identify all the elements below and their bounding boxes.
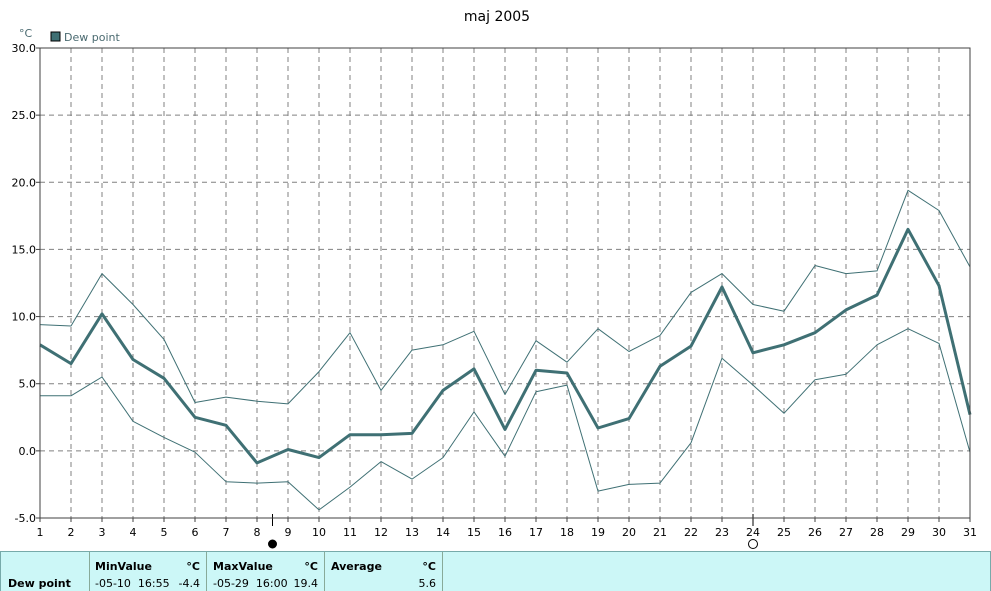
series-line-average xyxy=(39,227,972,465)
y-tick-label: 10.0 xyxy=(12,311,37,324)
x-tick-label: 18 xyxy=(560,526,574,539)
x-tick-label: 2 xyxy=(68,526,75,539)
x-tick-label: 29 xyxy=(901,526,915,539)
x-tick-label: 5 xyxy=(161,526,168,539)
x-tick-label: 28 xyxy=(870,526,884,539)
y-tick-label: 5.0 xyxy=(19,378,37,391)
x-tick-label: 17 xyxy=(529,526,543,539)
x-tick-label: 22 xyxy=(684,526,698,539)
min-value: -4.4 xyxy=(178,577,200,590)
x-tick-label: 27 xyxy=(839,526,853,539)
max-time: -05-29 16:00 xyxy=(213,577,288,590)
stats-min-column: MinValue °C -05-10 16:55 -4.4 xyxy=(89,552,207,591)
x-tick-label: 16 xyxy=(498,526,512,539)
marker-min-filled-circle xyxy=(268,539,277,549)
avg-header: Average xyxy=(331,560,382,573)
max-header: MaxValue xyxy=(213,560,273,573)
series-line-max xyxy=(39,189,971,405)
series-lines xyxy=(39,189,972,511)
chart-title: maj 2005 xyxy=(464,9,530,25)
x-tick-label: 30 xyxy=(932,526,946,539)
grid xyxy=(40,48,970,518)
stats-label-column: Dew point xyxy=(1,552,90,591)
y-tick-label: -5.0 xyxy=(15,512,36,525)
x-tick-label: 13 xyxy=(405,526,419,539)
y-tick-label: 0.0 xyxy=(19,445,37,458)
x-tick-label: 8 xyxy=(254,526,261,539)
stats-max-column: MaxValue °C -05-29 16:00 19.4 xyxy=(207,552,325,591)
series-line-min xyxy=(40,328,971,511)
x-tick-label: 7 xyxy=(223,526,230,539)
min-time: -05-10 16:55 xyxy=(95,577,170,590)
x-tick-label: 1 xyxy=(37,526,44,539)
avg-unit: °C xyxy=(422,560,436,573)
x-tick-label: 25 xyxy=(777,526,791,539)
marker-max-open-circle xyxy=(748,539,758,549)
legend-entry-dew-point: Dew point xyxy=(64,31,120,44)
stats-row-label: Dew point xyxy=(8,577,71,590)
y-tick-label: 20.0 xyxy=(12,176,37,189)
y-tick-label: 30.0 xyxy=(12,42,37,55)
y-axis-unit: °C xyxy=(19,27,33,40)
x-tick-label: 11 xyxy=(343,526,357,539)
avg-value: 5.6 xyxy=(418,577,437,590)
y-tick-label: 25.0 xyxy=(12,109,37,122)
max-value: 19.4 xyxy=(293,577,319,590)
min-unit: °C xyxy=(186,560,200,573)
x-tick-label: 31 xyxy=(963,526,977,539)
x-tick-label: 26 xyxy=(808,526,822,539)
legend-swatch xyxy=(50,31,61,42)
x-tick-label: 9 xyxy=(285,526,292,539)
x-tick-label: 4 xyxy=(130,526,137,539)
max-unit: °C xyxy=(304,560,318,573)
y-tick-label: 15.0 xyxy=(12,243,37,256)
plot-frame xyxy=(39,47,971,519)
stats-panel: Dew point MinValue °C -05-10 16:55 -4.4 … xyxy=(0,551,991,591)
min-header: MinValue xyxy=(95,560,152,573)
x-tick-label: 14 xyxy=(436,526,450,539)
x-tick-label: 12 xyxy=(374,526,388,539)
x-tick-label: 23 xyxy=(715,526,729,539)
axis-ticks: -5.00.05.010.015.020.025.030.01 2 3 4 5 6 7 8 9 1… xyxy=(12,42,977,549)
x-tick-label: 21 xyxy=(653,526,667,539)
x-tick-label: 3 xyxy=(99,526,106,539)
x-tick-label: 24 xyxy=(746,526,760,539)
x-tick-label: 6 xyxy=(192,526,199,539)
x-tick-label: 19 xyxy=(591,526,605,539)
x-tick-label: 20 xyxy=(622,526,636,539)
x-tick-label: 10 xyxy=(312,526,326,539)
x-tick-label: 15 xyxy=(467,526,481,539)
stats-avg-column: Average °C 5.6 xyxy=(325,552,443,591)
dew-point-chart: maj 2005 °C Dew point -5.0 0.0 5.0 10.0 15.0… xyxy=(12,9,977,549)
